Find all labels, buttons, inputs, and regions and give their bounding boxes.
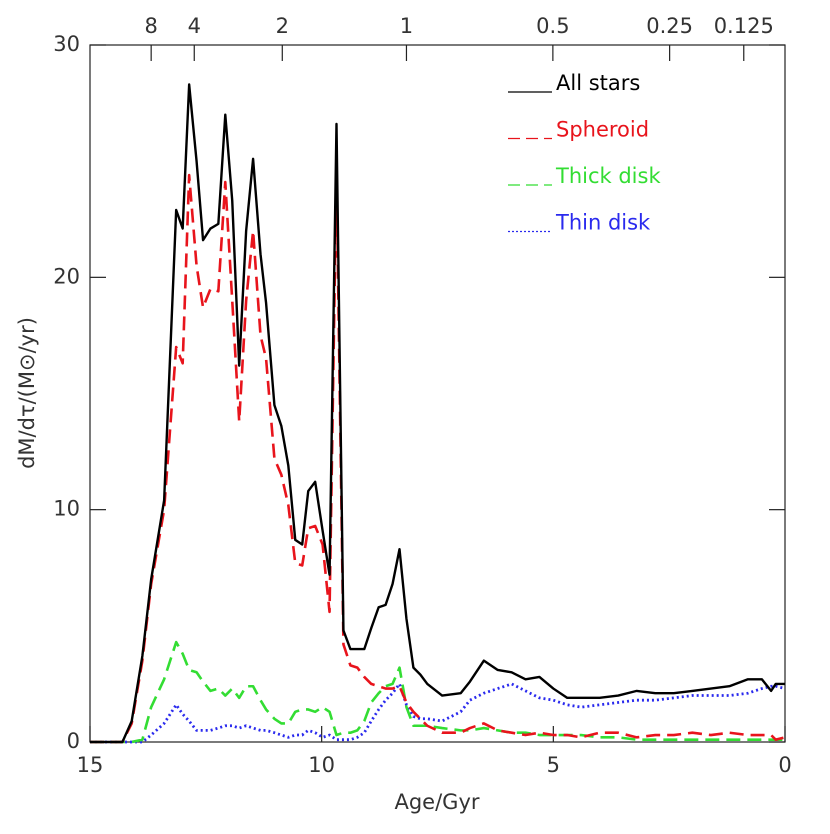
y-tick-label: 20 [53, 264, 80, 288]
x2-tick-label: 1 [400, 14, 413, 38]
legend-label: Thick disk [555, 164, 661, 188]
y-tick-label: 0 [67, 729, 80, 753]
y-tick-label: 30 [53, 32, 80, 56]
x-tick-label: 15 [77, 753, 104, 777]
legend-label: Thin disk [555, 211, 651, 235]
series-line [90, 83, 785, 744]
x-tick-label: 10 [308, 753, 335, 777]
legend-label: Spheroid [556, 118, 649, 142]
y-tick-label: 10 [53, 497, 80, 521]
x2-tick-label: 0.25 [646, 14, 693, 38]
x2-tick-label: 4 [188, 14, 201, 38]
x-tick-label: 5 [547, 753, 560, 777]
series-line [90, 640, 785, 744]
x-axis-label: Age/Gyr [394, 790, 479, 814]
plot-frame [89, 44, 786, 743]
legend-label: All stars [556, 71, 640, 95]
x2-tick-label: 0.5 [536, 14, 569, 38]
series-line [90, 682, 786, 744]
series-line [90, 169, 786, 744]
y-axis-label: dM/dτ/(M⊙/yr) [15, 317, 39, 469]
x-tick-label: 0 [778, 753, 791, 777]
x2-tick-label: 2 [276, 14, 289, 38]
x2-tick-label: 0.125 [714, 14, 774, 38]
x2-tick-label: 8 [144, 14, 157, 38]
